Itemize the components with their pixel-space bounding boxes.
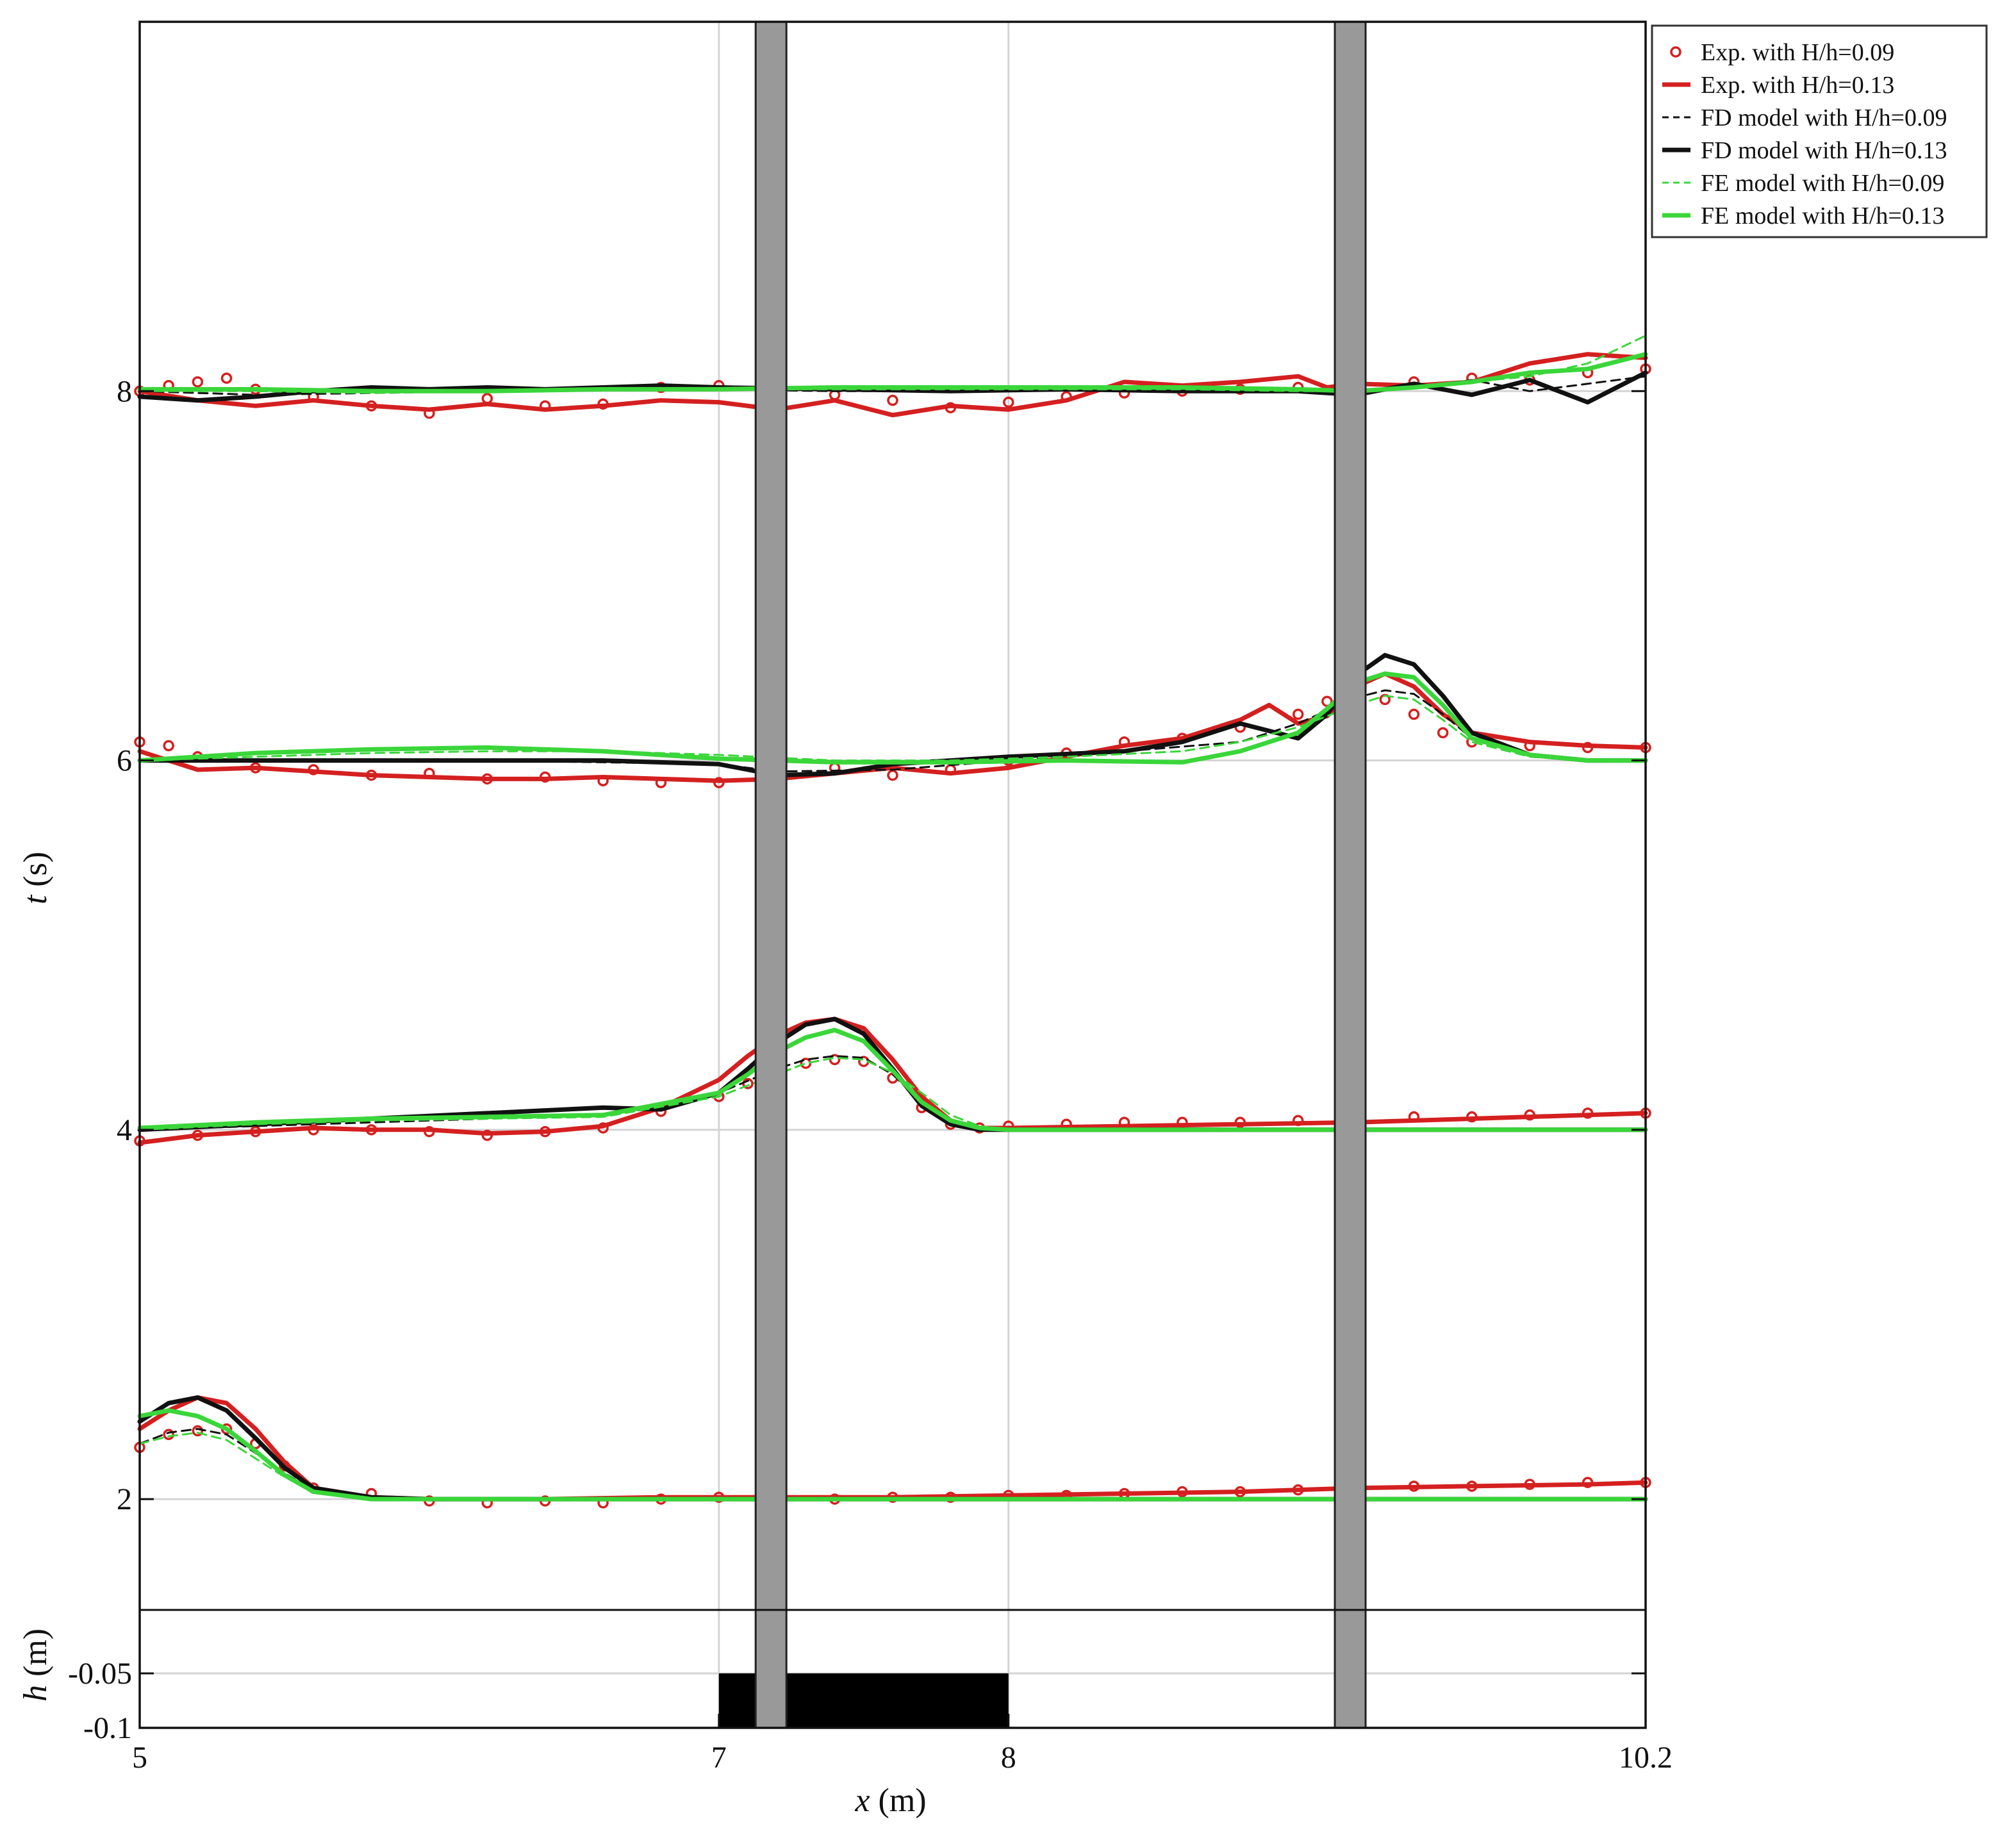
- y-tick-label-2: 6: [117, 744, 132, 778]
- x-tick-label-2: 8: [1001, 1741, 1016, 1775]
- series-5-t6-line: [137, 671, 1648, 765]
- series-0-t8-point-2: [192, 376, 204, 388]
- x-axis-title-symbol: x: [854, 1782, 870, 1819]
- series-0-t6-point-1: [163, 740, 174, 752]
- h-tick-label-1: -0.1: [83, 1711, 132, 1745]
- legend-swatch-0: [1670, 46, 1681, 58]
- legend-label-5: FE model with H/h=0.13: [1701, 203, 1944, 229]
- series-5: [137, 352, 1648, 1502]
- x-tick-label-0: 5: [132, 1741, 147, 1775]
- y-tick-label-1: 4: [117, 1113, 132, 1147]
- legend-box: [1651, 24, 1988, 238]
- legend: Exp. with H/h=0.09 Exp. with H/h=0.13 FD…: [1651, 24, 1988, 238]
- series-4-t6-line: [138, 695, 1647, 762]
- series-1-t6-line: [137, 671, 1648, 783]
- y-axis-title-bottom-symbol: h: [17, 1685, 54, 1702]
- series-0-t6-point-21: [1292, 708, 1304, 720]
- series-0-t8-point-3: [220, 372, 233, 384]
- y-tick-label-0: 2: [117, 1482, 132, 1516]
- series-5-t4-line: [137, 1027, 1648, 1132]
- series-0-t8-point-15: [887, 394, 898, 406]
- h-tick-label-0: -0.05: [68, 1657, 132, 1691]
- y-axis-title-bottom-unit: (m): [17, 1629, 54, 1685]
- series-0-t6-point-26: [1437, 727, 1449, 739]
- y-axis-title-top: t (s): [17, 852, 54, 904]
- legend-label-4: FE model with H/h=0.09: [1701, 170, 1944, 197]
- y-axis-title-top-unit: (s): [17, 852, 54, 895]
- axes-layer: [138, 21, 1647, 1729]
- series-0-t2-point-1: [163, 1429, 174, 1441]
- vertical-bar-1: [1334, 21, 1367, 1729]
- legend-label-2: FD model with H/h=0.09: [1701, 104, 1947, 131]
- series-0-t8-point-17: [1003, 396, 1014, 408]
- plot-frame: [138, 21, 1647, 1729]
- tick-labels-layer: 2 4 6 8 -0.05 -0.15 7 8 10.2: [68, 374, 1673, 1775]
- series-3-t6-line: [137, 652, 1648, 778]
- y-axis-title-top-symbol: t: [17, 894, 54, 904]
- y-axis-title-bottom: h (m): [17, 1629, 54, 1702]
- series-5-t8-line: [137, 352, 1648, 394]
- x-axis-title-unit: (m): [870, 1782, 927, 1819]
- legend-label-1: Exp. with H/h=0.13: [1701, 72, 1894, 99]
- x-tick-label-1: 7: [711, 1741, 727, 1775]
- x-tick-label-3: 10.2: [1619, 1741, 1673, 1775]
- series-0-t6-point-14: [887, 769, 898, 781]
- series-0-t6-point-25: [1408, 708, 1420, 720]
- legend-swatches: [1662, 46, 1690, 218]
- series-1-t8-line: [137, 352, 1648, 418]
- legend-label-3: FD model with H/h=0.13: [1701, 137, 1947, 164]
- vertical-bar-0: [754, 21, 788, 1729]
- y-tick-label-3: 8: [117, 374, 132, 408]
- x-axis-title: x (m): [854, 1782, 926, 1819]
- legend-label-0: Exp. with H/h=0.09: [1701, 39, 1894, 66]
- series-0-t2-point-2: [192, 1425, 204, 1437]
